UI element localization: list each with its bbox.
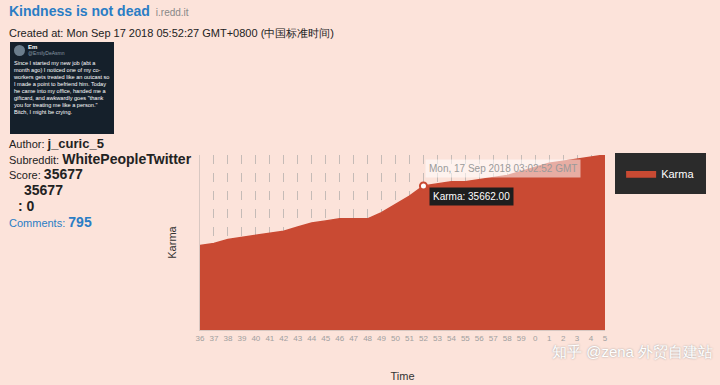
svg-text:52: 52 (419, 334, 428, 343)
html-text:知乎 @zena 外贸自建站: 知乎 @zena 外贸自建站 (552, 343, 714, 360)
svg-text:41: 41 (265, 334, 274, 343)
html-text:Author: j_curic_5: Author: j_curic_5 (9, 136, 104, 151)
svg-text:36: 36 (196, 334, 205, 343)
svg-text:47: 47 (349, 334, 358, 343)
svg-text:40: 40 (251, 334, 260, 343)
svg-text:46: 46 (335, 334, 344, 343)
svg-text:38: 38 (223, 334, 232, 343)
svg-text:48: 48 (363, 334, 372, 343)
svg-text:39: 39 (237, 334, 246, 343)
svg-text:50: 50 (391, 334, 400, 343)
svg-text:Karma: Karma (661, 168, 694, 180)
svg-text:2: 2 (561, 334, 566, 343)
svg-text:Karma: Karma (166, 225, 178, 258)
html-text:: 0: : 0 (18, 198, 35, 214)
svg-text:45: 45 (321, 334, 330, 343)
svg-text:Mon, 17 Sep 2018 03:02:52 GMT: Mon, 17 Sep 2018 03:02:52 GMT (429, 163, 577, 174)
svg-text:56: 56 (475, 334, 484, 343)
html-text:35677: 35677 (24, 182, 63, 198)
svg-text:42: 42 (279, 334, 288, 343)
svg-text:44: 44 (307, 334, 316, 343)
svg-text:43: 43 (293, 334, 302, 343)
svg-text:37: 37 (210, 334, 219, 343)
svg-text:49: 49 (377, 334, 386, 343)
html-text:Since I started my new job (ab: Since I started my new job (abt a month … (14, 60, 110, 115)
svg-text:51: 51 (405, 334, 414, 343)
svg-text:1: 1 (547, 334, 552, 343)
svg-text:55: 55 (461, 334, 470, 343)
svg-text:58: 58 (503, 334, 512, 343)
html-text:Created at: Mon Sep 17 2018 05: Created at: Mon Sep 17 2018 05:52:27 GMT… (9, 27, 334, 39)
html-text:@EmilyDeAsmn: @EmilyDeAsmn (28, 50, 65, 56)
svg-text:57: 57 (489, 334, 498, 343)
svg-text:Time: Time (390, 370, 414, 382)
svg-text:Karma: 35662.00: Karma: 35662.00 (433, 191, 510, 202)
html-text:Subreddit:WhitePeopleTwitter: Subreddit:WhitePeopleTwitter (9, 151, 192, 167)
html-text:Comments:795: Comments:795 (9, 214, 92, 230)
html-text:Kindness is not dead i.redd.it: Kindness is not dead i.redd.it (9, 3, 189, 19)
svg-text:59: 59 (517, 334, 526, 343)
svg-text:3: 3 (575, 334, 580, 343)
html-text:Em: Em (28, 44, 38, 50)
html-text:Score:35677: Score:35677 (9, 166, 83, 182)
svg-text:53: 53 (433, 334, 442, 343)
svg-text:0: 0 (533, 334, 538, 343)
svg-text:54: 54 (447, 334, 456, 343)
svg-text:4: 4 (589, 334, 594, 343)
svg-text:5: 5 (603, 334, 608, 343)
